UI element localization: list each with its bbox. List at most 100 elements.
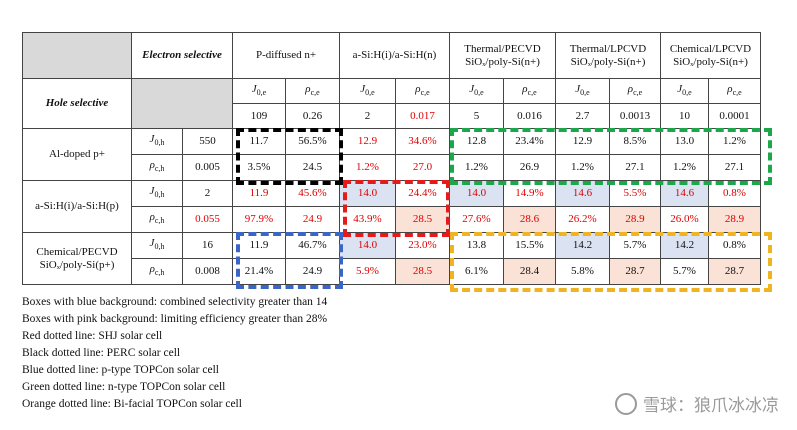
- cell: 8.5%: [609, 128, 661, 155]
- cell: 26.2%: [555, 206, 610, 233]
- col-header-p-diffused: P-diffused n+: [232, 32, 340, 79]
- watermark-text: 雪球：狼爪冰冰凉: [643, 396, 779, 416]
- j0e-header: J0,e: [555, 78, 610, 104]
- cell: 43.9%: [339, 206, 396, 233]
- cell: 56.5%: [285, 128, 340, 155]
- rhoch-value: 0.055: [182, 206, 233, 233]
- cell: 24.5: [285, 154, 340, 181]
- note-pink-bg: Boxes with pink background: limiting eff…: [22, 313, 328, 325]
- note-black-line: Black dotted line: PERC solar cell: [22, 347, 181, 359]
- electron-value: 0.26: [285, 103, 340, 129]
- row-label-al-doped: Al-doped p+: [22, 128, 132, 181]
- note-blue-line: Blue dotted line: p-type TOPCon solar ce…: [22, 364, 219, 376]
- cell: 12.8: [449, 128, 504, 155]
- row-label-chemical-pecvd: Chemical/PECVD SiOₓ/poly-Si(p+): [22, 232, 132, 285]
- electron-value: 2: [339, 103, 396, 129]
- cell: 13.8: [449, 232, 504, 259]
- cell: 5.7%: [660, 258, 709, 285]
- blank-header-cell: [131, 78, 233, 129]
- cell: 5.8%: [555, 258, 610, 285]
- snowball-logo-icon: [615, 392, 637, 415]
- cell: 27.6%: [449, 206, 504, 233]
- cell: 45.6%: [285, 180, 340, 207]
- cell: 26.9: [503, 154, 556, 181]
- electron-value: 5: [449, 103, 504, 129]
- row-label-asi-p: a-Si:H(i)/a-Si:H(p): [22, 180, 132, 233]
- cell: 23.4%: [503, 128, 556, 155]
- cell: 28.9: [708, 206, 761, 233]
- rhoch-label: ρc,h: [131, 258, 183, 285]
- cell: 6.1%: [449, 258, 504, 285]
- j0h-label: J0,h: [131, 128, 183, 155]
- j0e-header: J0,e: [339, 78, 396, 104]
- cell: 0.8%: [708, 232, 761, 259]
- cell: 15.5%: [503, 232, 556, 259]
- j0e-header: J0,e: [232, 78, 286, 104]
- cell: 21.4%: [232, 258, 286, 285]
- legend-notes: Boxes with blue background: combined sel…: [22, 294, 327, 413]
- cell: 5.7%: [609, 232, 661, 259]
- rhoce-header: ρc,e: [285, 78, 340, 104]
- cell: 24.4%: [395, 180, 450, 207]
- j0h-value: 550: [182, 128, 233, 155]
- cell: 28.4: [503, 258, 556, 285]
- cell: 27.1: [708, 154, 761, 181]
- electron-selective-label: Electron selective: [131, 32, 233, 79]
- cell: 12.9: [339, 128, 396, 155]
- note-red-line: Red dotted line: SHJ solar cell: [22, 330, 163, 342]
- cell: 28.7: [609, 258, 661, 285]
- cell: 14.0: [339, 232, 396, 259]
- j0h-value: 2: [182, 180, 233, 207]
- cell: 27.0: [395, 154, 450, 181]
- note-blue-bg: Boxes with blue background: combined sel…: [22, 296, 328, 308]
- electron-value: 2.7: [555, 103, 610, 129]
- cell: 11.9: [232, 232, 286, 259]
- cell: 28.5: [395, 258, 450, 285]
- cell: 28.6: [503, 206, 556, 233]
- rhoce-header: ρc,e: [503, 78, 556, 104]
- electron-value: 0.016: [503, 103, 556, 129]
- cell: 1.2%: [449, 154, 504, 181]
- rhoce-header: ρc,e: [395, 78, 450, 104]
- cell: 97.9%: [232, 206, 286, 233]
- electron-value: 109: [232, 103, 286, 129]
- cell: 46.7%: [285, 232, 340, 259]
- cell: 5.9%: [339, 258, 396, 285]
- col-header-thermal-lpcvd: Thermal/LPCVD SiOₓ/poly-Si(n+): [555, 32, 661, 79]
- cell: 14.2: [555, 232, 610, 259]
- electron-value: 0.0013: [609, 103, 661, 129]
- cell: 13.0: [660, 128, 709, 155]
- corner-cell: [22, 32, 132, 79]
- cell: 1.2%: [339, 154, 396, 181]
- rhoch-value: 0.005: [182, 154, 233, 181]
- cell: 1.2%: [660, 154, 709, 181]
- cell: 0.8%: [708, 180, 761, 207]
- cell: 3.5%: [232, 154, 286, 181]
- col-header-chemical-lpcvd: Chemical/LPCVD SiOₓ/poly-Si(n+): [660, 32, 761, 79]
- cell: 14.9%: [503, 180, 556, 207]
- cell: 34.6%: [395, 128, 450, 155]
- j0h-label: J0,h: [131, 232, 183, 259]
- selectivity-table: Electron selective P-diffused n+ a-Si:H(…: [22, 32, 761, 285]
- rhoce-header: ρc,e: [708, 78, 761, 104]
- cell: 14.6: [660, 180, 709, 207]
- cell: 28.5: [395, 206, 450, 233]
- rhoce-header: ρc,e: [609, 78, 661, 104]
- cell: 12.9: [555, 128, 610, 155]
- j0e-header: J0,e: [449, 78, 504, 104]
- cell: 11.7: [232, 128, 286, 155]
- electron-value: 0.0001: [708, 103, 761, 129]
- cell: 1.2%: [708, 128, 761, 155]
- cell: 5.5%: [609, 180, 661, 207]
- j0e-header: J0,e: [660, 78, 709, 104]
- cell: 14.0: [339, 180, 396, 207]
- cell: 24.9: [285, 206, 340, 233]
- cell: 11.9: [232, 180, 286, 207]
- watermark: 雪球：狼爪冰冰凉: [615, 391, 779, 416]
- electron-value: 10: [660, 103, 709, 129]
- j0h-label: J0,h: [131, 180, 183, 207]
- rhoch-label: ρc,h: [131, 154, 183, 181]
- cell: 27.1: [609, 154, 661, 181]
- cell: 24.9: [285, 258, 340, 285]
- cell: 14.0: [449, 180, 504, 207]
